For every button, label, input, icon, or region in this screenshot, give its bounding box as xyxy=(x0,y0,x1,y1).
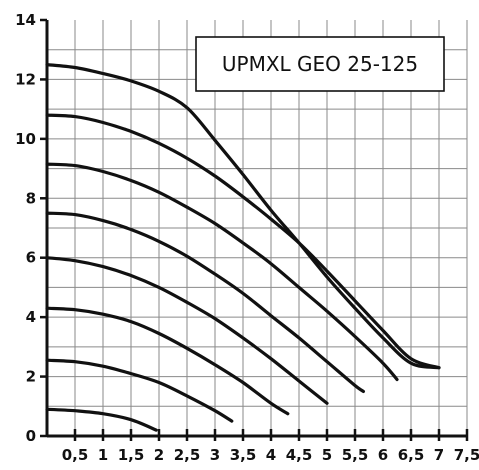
y-tick-label: 4 xyxy=(26,308,36,326)
series-line-7 xyxy=(45,62,441,370)
x-tick-label: 1 xyxy=(98,446,108,464)
title-box: UPMXL GEO 25-125 xyxy=(195,36,445,92)
x-tick-label: 3 xyxy=(210,446,220,464)
series-group xyxy=(45,62,441,432)
x-tick-label: 2 xyxy=(154,446,164,464)
chart-title: UPMXL GEO 25-125 xyxy=(222,52,418,76)
x-tick-label: 1,5 xyxy=(118,446,145,464)
tick-labels: 0 2 4 6 8 10 12 14 0,5 1 1,5 2 2,5 3 3,5 4 4,5 5 5,5 6 6,5 7 7… xyxy=(15,11,479,464)
x-tick-label: 6,5 xyxy=(398,446,425,464)
y-tick-label: 6 xyxy=(26,249,36,267)
series-line-8 xyxy=(45,113,441,370)
x-tick-label: 4 xyxy=(266,446,276,464)
series-line-4 xyxy=(45,256,329,405)
y-tick-label: 0 xyxy=(26,427,36,445)
x-tick-label: 7 xyxy=(434,446,444,464)
x-tick-label: 2,5 xyxy=(174,446,201,464)
y-tick-label: 12 xyxy=(15,70,36,88)
x-tick-label: 5 xyxy=(322,446,332,464)
y-tick-label: 14 xyxy=(15,11,36,29)
x-tick-label: 6 xyxy=(378,446,388,464)
x-tick-label: 5,5 xyxy=(342,446,369,464)
y-tick-label: 2 xyxy=(26,368,36,386)
x-tick-label: 7,5 xyxy=(454,446,479,464)
series-line-6 xyxy=(45,162,399,382)
x-tick-label: 3,5 xyxy=(230,446,257,464)
series-line-3 xyxy=(45,306,290,416)
x-tick-label: 0,5 xyxy=(62,446,89,464)
axes xyxy=(40,18,469,441)
series-line-1 xyxy=(45,407,158,432)
x-tick-label: 4,5 xyxy=(286,446,313,464)
y-tick-label: 10 xyxy=(15,130,36,148)
series-line-2 xyxy=(45,358,234,423)
series-line-5 xyxy=(45,211,365,393)
y-tick-label: 8 xyxy=(26,189,36,207)
title-frame xyxy=(195,36,445,92)
